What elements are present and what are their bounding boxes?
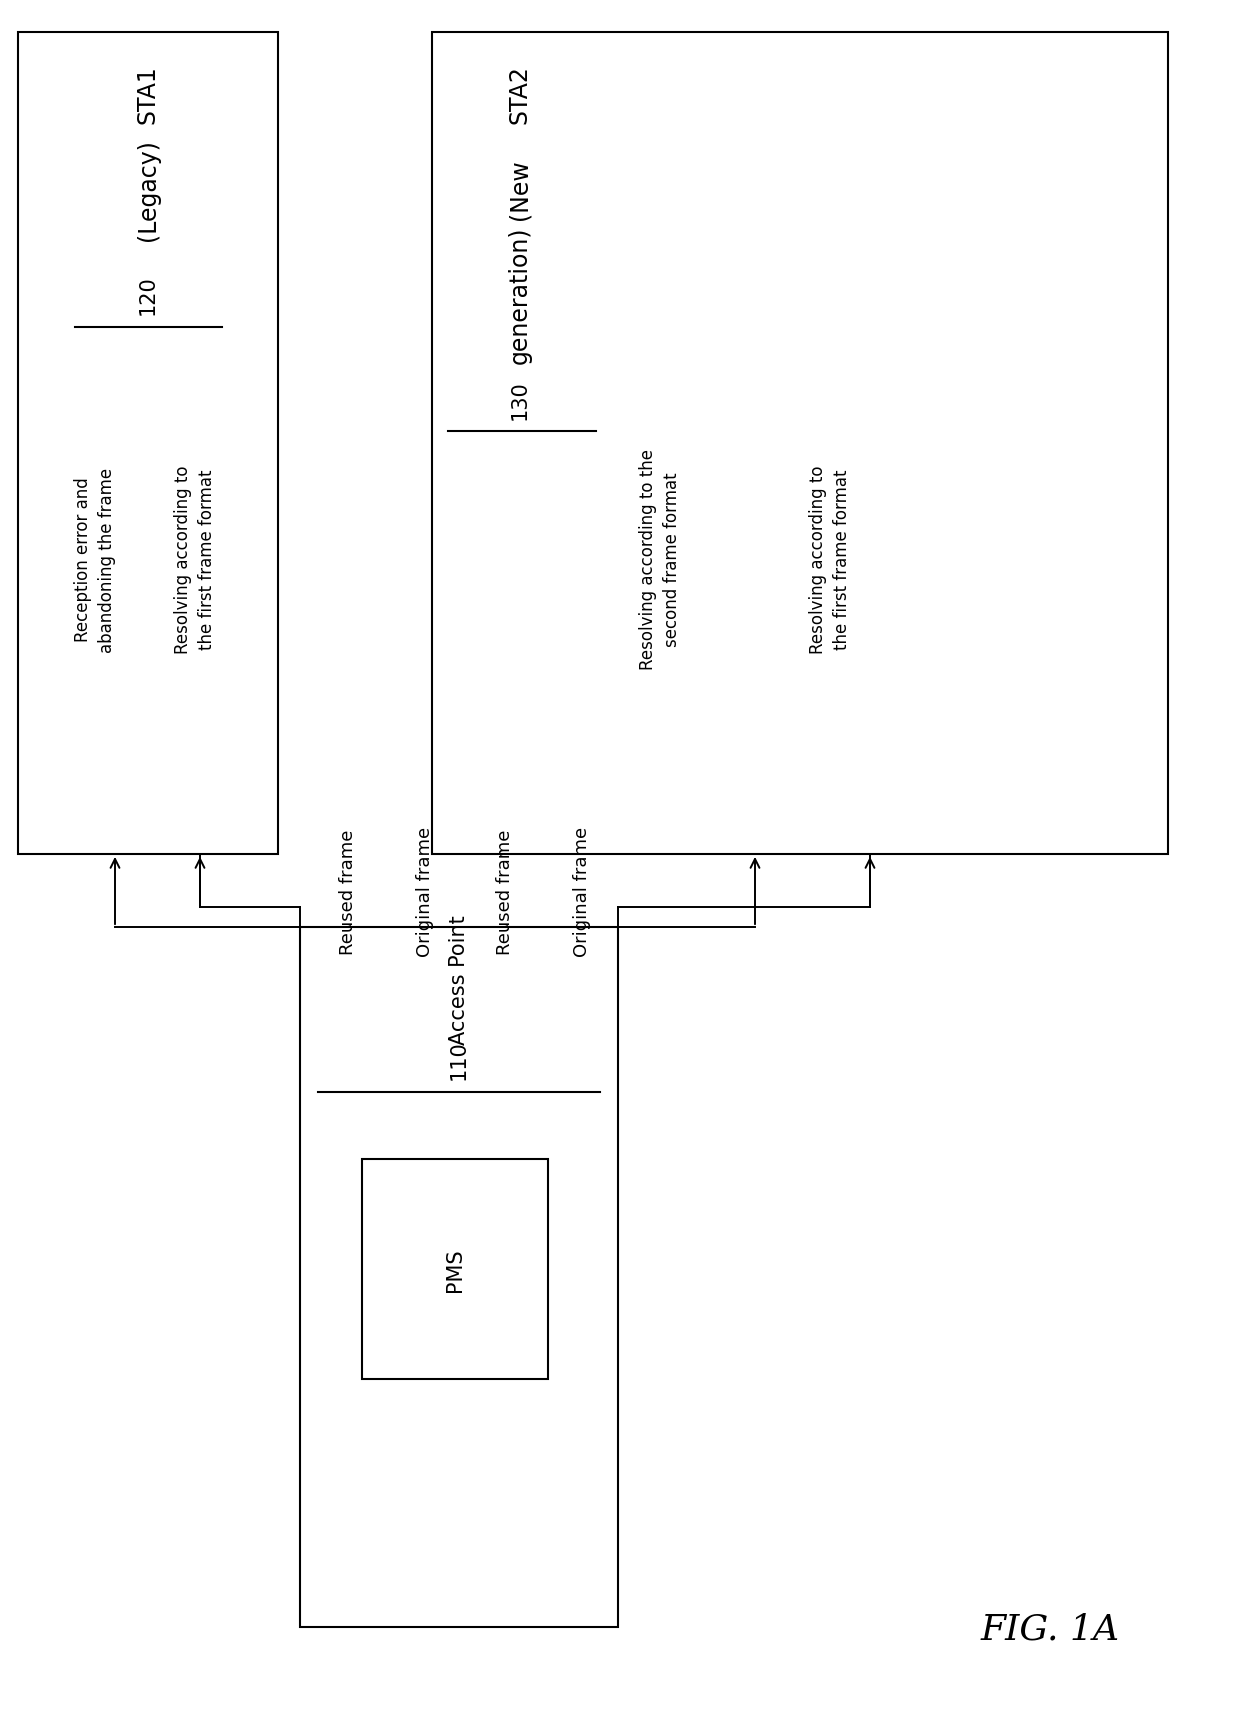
Text: STA2: STA2 [508, 66, 532, 125]
Text: Resolving according to the
second frame format: Resolving according to the second frame … [639, 450, 681, 670]
Bar [432, 33, 1168, 855]
Text: Original frame: Original frame [415, 827, 434, 957]
Text: Original frame: Original frame [573, 827, 591, 957]
Bar [300, 927, 618, 1626]
Text: Reused frame: Reused frame [339, 829, 357, 955]
Text: (New: (New [508, 159, 532, 220]
Text: Access Point: Access Point [449, 915, 469, 1045]
Text: Resolving according to
the first frame format: Resolving according to the first frame f… [174, 465, 216, 654]
Bar [362, 1159, 548, 1379]
Text: 120: 120 [138, 275, 157, 315]
Text: 130: 130 [510, 381, 529, 420]
Text: (Legacy): (Legacy) [136, 138, 160, 240]
Text: 110: 110 [449, 1040, 469, 1080]
Text: generation): generation) [508, 227, 532, 363]
Text: FIG. 1A: FIG. 1A [981, 1612, 1120, 1645]
Bar [19, 33, 278, 855]
Text: Reused frame: Reused frame [496, 829, 515, 955]
Text: Reception error and
abandoning the frame: Reception error and abandoning the frame [74, 467, 115, 652]
Text: STA1: STA1 [136, 66, 160, 125]
Text: Resolving according to
the first frame format: Resolving according to the first frame f… [810, 465, 851, 654]
Text: PMS: PMS [445, 1247, 465, 1291]
